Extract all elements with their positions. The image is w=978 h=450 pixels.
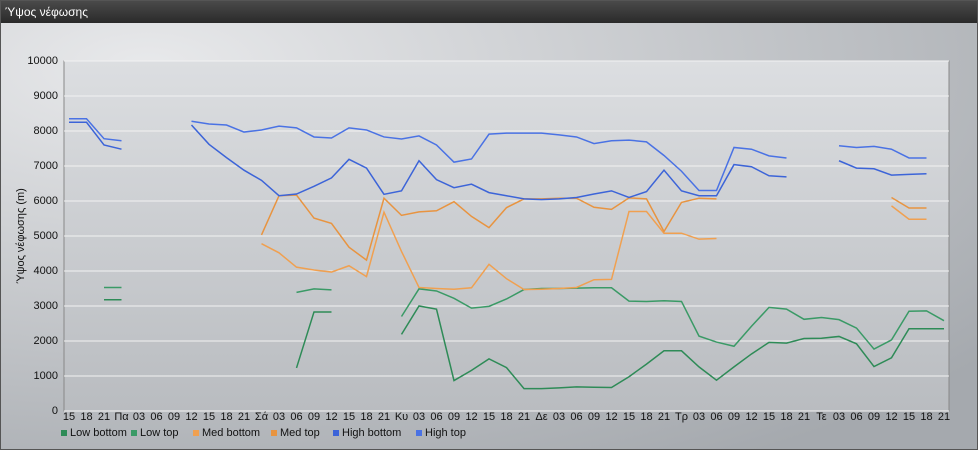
- x-tick-label: 21: [238, 411, 250, 423]
- x-tick-label: 21: [938, 411, 950, 423]
- x-tick-label: 15: [483, 411, 495, 423]
- y-tick-label: 7000: [34, 160, 58, 172]
- y-tick-label: 2000: [34, 335, 58, 347]
- legend-label: Med bottom: [202, 427, 260, 439]
- chart: Ύψος νέφωσης (m) 0 1000 2000 3000 4000 5000 60…: [1, 23, 977, 449]
- legend-label: Low top: [140, 427, 179, 439]
- legend-marker: [131, 430, 137, 436]
- x-tick-label: Δε: [535, 411, 547, 423]
- x-tick-label: 09: [168, 411, 180, 423]
- x-tick-label: 18: [500, 411, 512, 423]
- x-tick-label: 09: [448, 411, 460, 423]
- x-tick-label: 12: [185, 411, 197, 423]
- x-tick-label: 12: [885, 411, 897, 423]
- legend-marker: [61, 430, 67, 436]
- y-tick-label: 9000: [34, 90, 58, 102]
- y-tick-label: 8000: [34, 125, 58, 137]
- legend-label: Med top: [280, 427, 320, 439]
- x-tick-label: 18: [780, 411, 792, 423]
- x-tick-label: 15: [763, 411, 775, 423]
- y-tick-label: 10000: [27, 55, 58, 67]
- y-tick-label: 0: [52, 405, 58, 417]
- legend-label: High bottom: [342, 427, 401, 439]
- series-line: [104, 298, 944, 390]
- x-tick-label: 15: [903, 411, 915, 423]
- series-line: [69, 121, 927, 201]
- x-tick-label: 21: [798, 411, 810, 423]
- x-tick-label: Κυ: [395, 411, 408, 423]
- x-tick-label: 21: [378, 411, 390, 423]
- x-tick-label: 12: [325, 411, 337, 423]
- x-tick-label: 06: [150, 411, 162, 423]
- x-tick-label: 09: [308, 411, 320, 423]
- x-tick-label: 12: [605, 411, 617, 423]
- x-tick-label: 18: [640, 411, 652, 423]
- y-axis-label: Ύψος νέφωσης (m): [15, 188, 27, 284]
- x-tick-label: 18: [220, 411, 232, 423]
- legend-marker: [333, 430, 339, 436]
- x-tick-label: 06: [850, 411, 862, 423]
- x-tick-label: 06: [430, 411, 442, 423]
- series-line: [261, 205, 927, 291]
- series-line: [104, 286, 945, 350]
- series-line: [260, 194, 927, 262]
- x-tick-label: 12: [465, 411, 477, 423]
- legend-label: Low bottom: [70, 427, 127, 439]
- x-tick-label: 15: [343, 411, 355, 423]
- x-tick-label: Τε: [816, 411, 827, 423]
- x-tick-label: 06: [290, 411, 302, 423]
- series-line: [69, 118, 927, 192]
- x-tick-label: 18: [360, 411, 372, 423]
- x-tick-label: 15: [203, 411, 215, 423]
- x-tick-label: Σά: [255, 411, 269, 423]
- x-tick-label: 21: [658, 411, 670, 423]
- x-tick-label: 15: [623, 411, 635, 423]
- window-title: Ύψος νέφωσης: [1, 1, 977, 23]
- y-tick-label: 5000: [34, 230, 58, 242]
- y-tick-label: 3000: [34, 300, 58, 312]
- legend-marker: [416, 430, 422, 436]
- x-tick-label: 03: [833, 411, 845, 423]
- x-tick-label: 03: [133, 411, 145, 423]
- x-tick-label: 03: [693, 411, 705, 423]
- x-tick-label: 12: [745, 411, 757, 423]
- x-tick-label: Πα: [114, 411, 129, 423]
- y-tick-label: 1000: [34, 370, 58, 382]
- x-tick-label: 03: [413, 411, 425, 423]
- x-tick-label: 21: [518, 411, 530, 423]
- x-tick-label: 03: [553, 411, 565, 423]
- x-tick-label: 21: [98, 411, 110, 423]
- legend-label: High top: [425, 427, 466, 439]
- x-tick-label: 18: [920, 411, 932, 423]
- y-tick-label: 4000: [34, 265, 58, 277]
- x-tick-label: 15: [63, 411, 75, 423]
- x-tick-label: 09: [728, 411, 740, 423]
- x-tick-label: 06: [570, 411, 582, 423]
- x-tick-label: 06: [710, 411, 722, 423]
- x-tick-label: 03: [273, 411, 285, 423]
- x-tick-label: Τρ: [675, 411, 688, 423]
- y-tick-label: 6000: [34, 195, 58, 207]
- x-tick-label: 18: [80, 411, 92, 423]
- legend-marker: [271, 430, 277, 436]
- legend-marker: [193, 430, 199, 436]
- x-tick-label: 09: [868, 411, 880, 423]
- x-tick-label: 09: [588, 411, 600, 423]
